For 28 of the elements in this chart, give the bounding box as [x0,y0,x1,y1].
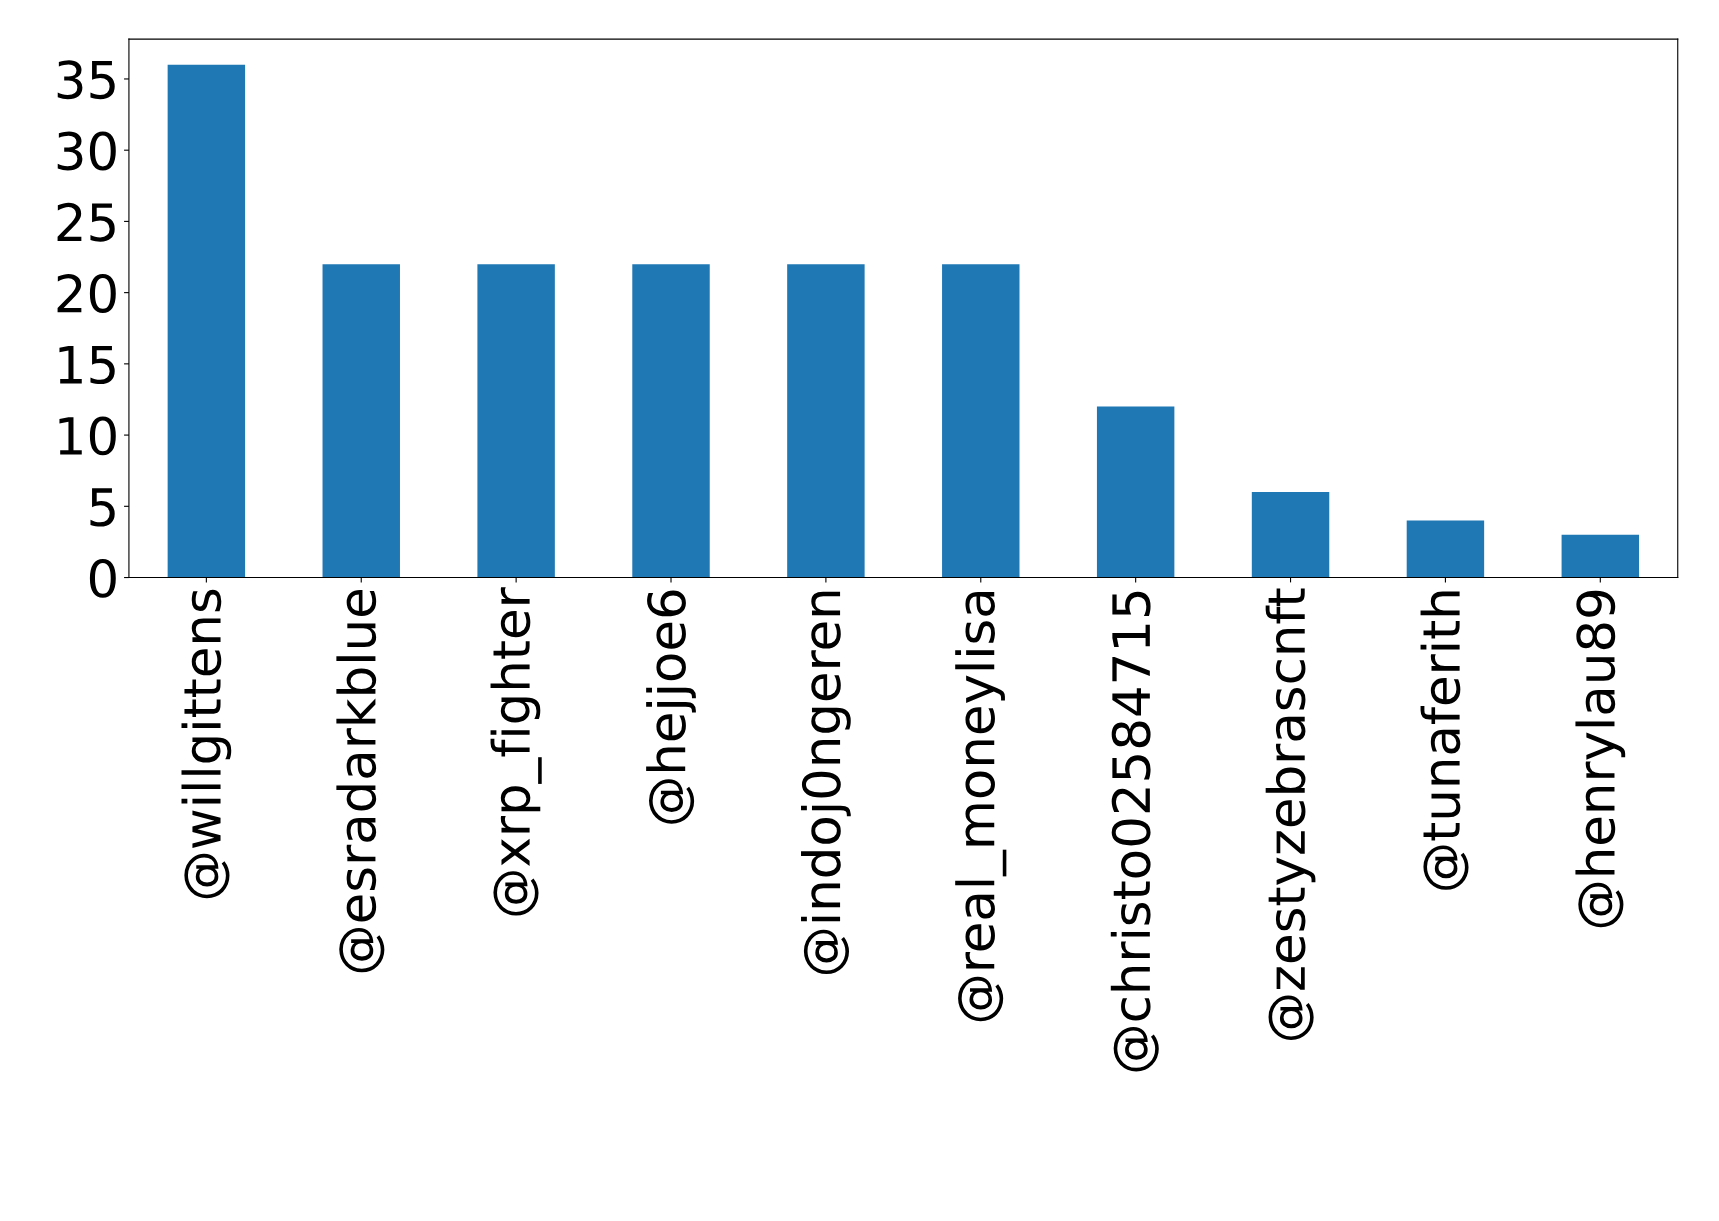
x-tick-label: @hejjoe6 [646,590,696,824]
bar [477,264,555,578]
y-tick-label: 5 [90,488,115,527]
bar [167,64,246,578]
x-tick-label: @xrp_fighter [490,587,542,916]
bar [1251,492,1330,578]
x-tick-label: @esradarkblue [336,590,385,973]
x-tick-label: @zestyzebrascnft [1265,588,1316,1040]
x-tick-label: @christo02584715 [1110,591,1159,1072]
x-tick-label: @willgittens [181,589,232,899]
x-tick-label: @indoj0ngeren [801,591,851,975]
y-tick-label: 30 [57,131,116,171]
y-tick-label: 35 [57,60,115,100]
bar [1561,534,1640,578]
x-tick-label: @real_moneylisa [955,591,1007,1022]
bar [787,264,865,578]
bar [632,264,710,578]
y-tick-label: 10 [59,416,116,456]
x-tick-label: @henrylau89 [1575,590,1626,928]
bar [942,264,1020,578]
bar [1096,406,1175,578]
bar [1406,520,1485,578]
y-tick-label: 0 [89,558,116,598]
y-tick-label: 15 [59,345,115,385]
y-tick-label: 25 [57,202,115,242]
x-tick-label: @tunaferith [1420,591,1469,890]
bar [322,264,400,578]
y-tick-label: 20 [57,274,116,313]
